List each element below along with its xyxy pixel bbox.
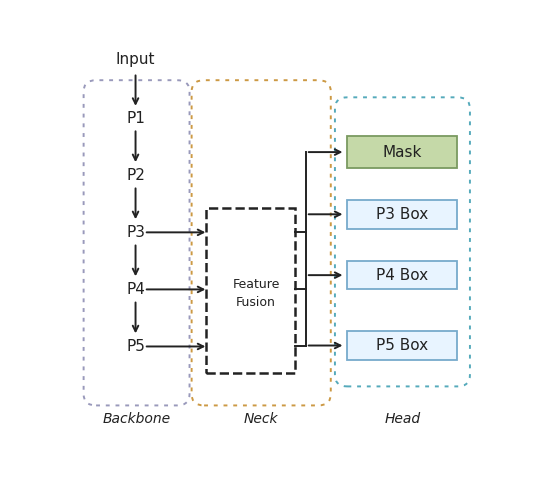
FancyBboxPatch shape bbox=[347, 331, 458, 360]
Text: P1: P1 bbox=[126, 111, 145, 126]
Text: Feature
Fusion: Feature Fusion bbox=[232, 278, 280, 309]
Text: P2: P2 bbox=[126, 168, 145, 183]
Text: P3 Box: P3 Box bbox=[376, 207, 429, 222]
Text: Mask: Mask bbox=[383, 145, 422, 160]
Text: Head: Head bbox=[384, 412, 421, 426]
FancyBboxPatch shape bbox=[347, 200, 458, 229]
FancyBboxPatch shape bbox=[347, 261, 458, 289]
Text: P4 Box: P4 Box bbox=[376, 268, 428, 283]
Text: P5 Box: P5 Box bbox=[376, 338, 428, 353]
Text: P3: P3 bbox=[126, 225, 145, 240]
Text: Neck: Neck bbox=[244, 412, 278, 426]
Text: P5: P5 bbox=[126, 339, 145, 354]
FancyBboxPatch shape bbox=[347, 136, 458, 167]
Text: Backbone: Backbone bbox=[102, 412, 170, 426]
Text: P4: P4 bbox=[126, 282, 145, 297]
Text: Input: Input bbox=[116, 52, 155, 67]
